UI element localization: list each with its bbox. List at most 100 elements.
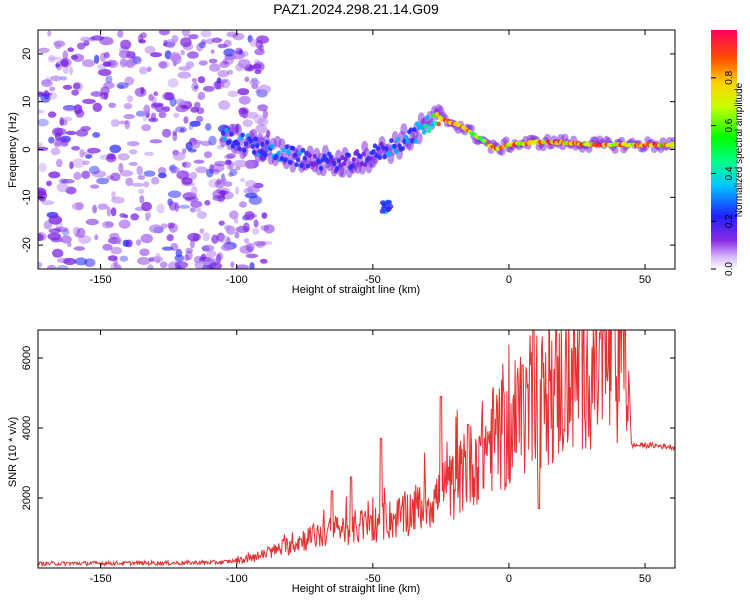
spectrogram-ridge-blob — [281, 147, 286, 153]
spectrogram-noise-blob — [254, 48, 265, 56]
spectrogram-noise-blob — [73, 171, 82, 181]
spectrogram-noise-blob — [193, 101, 201, 109]
spectrogram-noise-blob — [108, 102, 117, 109]
spectrogram-noise-blob — [232, 32, 245, 41]
spectrogram-noise-blob — [60, 58, 69, 67]
spectrogram-noise-blob — [212, 189, 226, 199]
spectrogram-noise-blob — [169, 97, 177, 107]
spectrogram-noise-blob — [218, 220, 225, 226]
spectrogram-noise-blob — [85, 154, 93, 159]
spectrogram-noise-blob — [143, 170, 156, 177]
spectrogram-noise-blob — [50, 237, 63, 243]
spectrogram-noise-blob — [53, 40, 66, 47]
spectrogram-halo-blob — [539, 143, 547, 152]
spectrogram-noise-blob — [45, 76, 50, 85]
spectrogram-noise-blob — [229, 210, 239, 220]
spectrogram-noise-blob — [102, 243, 113, 251]
spectrogram-noise-blob — [109, 144, 122, 154]
spectrogram-ridge-blob — [251, 149, 257, 155]
y-tick-label: 20 — [21, 48, 33, 60]
spectrogram-ridge-blob — [220, 130, 226, 136]
spectrogram-noise-blob — [203, 151, 213, 159]
x-tick-label: -150 — [90, 573, 112, 585]
spectrogram-feature-blob — [385, 206, 392, 212]
spectrogram-ridge-blob — [340, 155, 345, 161]
spectrogram-ridge-blob — [304, 150, 309, 156]
spectrogram-noise-blob — [140, 233, 153, 244]
spectrogram-noise-blob — [48, 171, 61, 179]
spectrogram-noise-blob — [240, 177, 246, 183]
spectrogram-ridge-blob — [253, 136, 258, 142]
spectrogram-noise-blob — [168, 201, 177, 211]
x-tick-label: -50 — [365, 573, 381, 585]
spectrogram-ridge-blob — [269, 143, 275, 149]
spectrogram-noise-blob — [180, 37, 192, 48]
spectrogram-noise-blob — [249, 262, 255, 269]
spectrogram-noise-blob — [263, 224, 275, 234]
spectrogram-noise-blob — [152, 102, 164, 108]
spectrogram-noise-blob — [129, 149, 138, 155]
spectrogram-noise-blob — [139, 195, 145, 204]
spectrogram-noise-blob — [106, 206, 112, 217]
spectrogram-ridge-blob — [436, 121, 441, 127]
spectrogram-ridge-blob — [310, 162, 316, 167]
spectrogram-noise-blob — [140, 32, 147, 39]
spectrogram-noise-blob — [90, 184, 100, 189]
spectrogram-noise-blob — [41, 79, 53, 88]
spectrogram-noise-blob — [189, 239, 195, 249]
y-tick-label: 2000 — [21, 486, 33, 510]
spectrogram-ridge-blob — [292, 152, 298, 158]
spectrogram-noise-blob — [137, 175, 146, 180]
spectrogram-noise-blob — [75, 109, 85, 118]
spectrogram-noise-blob — [244, 211, 255, 221]
spectrogram-y-label: Frequency (Hz) — [7, 112, 19, 188]
spectrogram-noise-blob — [143, 104, 151, 114]
spectrogram-noise-blob — [205, 38, 215, 45]
spectrogram-noise-blob — [168, 223, 178, 233]
spectrogram-noise-blob — [253, 240, 267, 247]
spectrogram-noise-blob — [197, 91, 206, 100]
spectrogram-noise-blob — [234, 217, 239, 224]
spectrogram-noise-blob — [162, 128, 172, 138]
spectrogram-noise-blob — [119, 213, 126, 218]
spectrogram-ridge-blob — [338, 162, 343, 168]
spectrogram-ridge-blob — [392, 143, 397, 149]
spectrogram-noise-blob — [191, 82, 199, 92]
spectrogram-noise-blob — [138, 66, 148, 75]
spectrogram-ridge-blob — [260, 141, 265, 147]
spectrogram-ridge-blob — [287, 159, 293, 165]
spectrogram-noise-blob — [85, 218, 99, 226]
spectrogram-noise-blob — [158, 30, 170, 36]
spectrogram-noise-blob — [200, 30, 212, 38]
spectrogram-noise-blob — [177, 204, 191, 209]
spectrogram-noise-blob — [38, 47, 50, 53]
spectrogram-noise-blob — [257, 84, 271, 94]
spectrogram-ridge-blob — [374, 153, 379, 159]
spectrogram-noise-blob — [212, 168, 220, 175]
spectrogram-noise-blob — [127, 141, 140, 147]
spectrogram-noise-blob — [56, 265, 69, 269]
spectrogram-halo-blob — [400, 123, 408, 136]
spectrogram-noise-blob — [80, 36, 91, 42]
spectrogram-noise-blob — [107, 255, 118, 262]
x-tick-label: 0 — [506, 573, 512, 585]
spectrogram-noise-blob — [124, 76, 135, 86]
spectrogram-noise-blob — [215, 253, 222, 264]
spectrogram-ridge-blob — [346, 152, 352, 158]
spectrogram-ridge-blob — [227, 139, 232, 145]
spectrogram-noise-blob — [74, 257, 88, 266]
spectrogram-noise-blob — [245, 243, 255, 252]
spectrogram-noise-blob — [208, 178, 220, 188]
spectrogram-noise-blob — [226, 31, 239, 38]
spectrogram-ridge-blob — [302, 155, 307, 161]
y-tick-label: 6000 — [21, 346, 33, 370]
spectrogram-noise-blob — [216, 187, 230, 195]
spectrogram-halo-blob — [611, 145, 619, 154]
spectrogram-noise-blob — [102, 221, 114, 229]
snr-panel: -150 -100 -50 0 50 2000 4000 6000 Height of str… — [7, 329, 676, 595]
spectrogram-noise-blob — [53, 127, 67, 136]
spectrogram-noise-blob — [204, 257, 216, 264]
spectrogram-halo-blob — [544, 133, 552, 142]
